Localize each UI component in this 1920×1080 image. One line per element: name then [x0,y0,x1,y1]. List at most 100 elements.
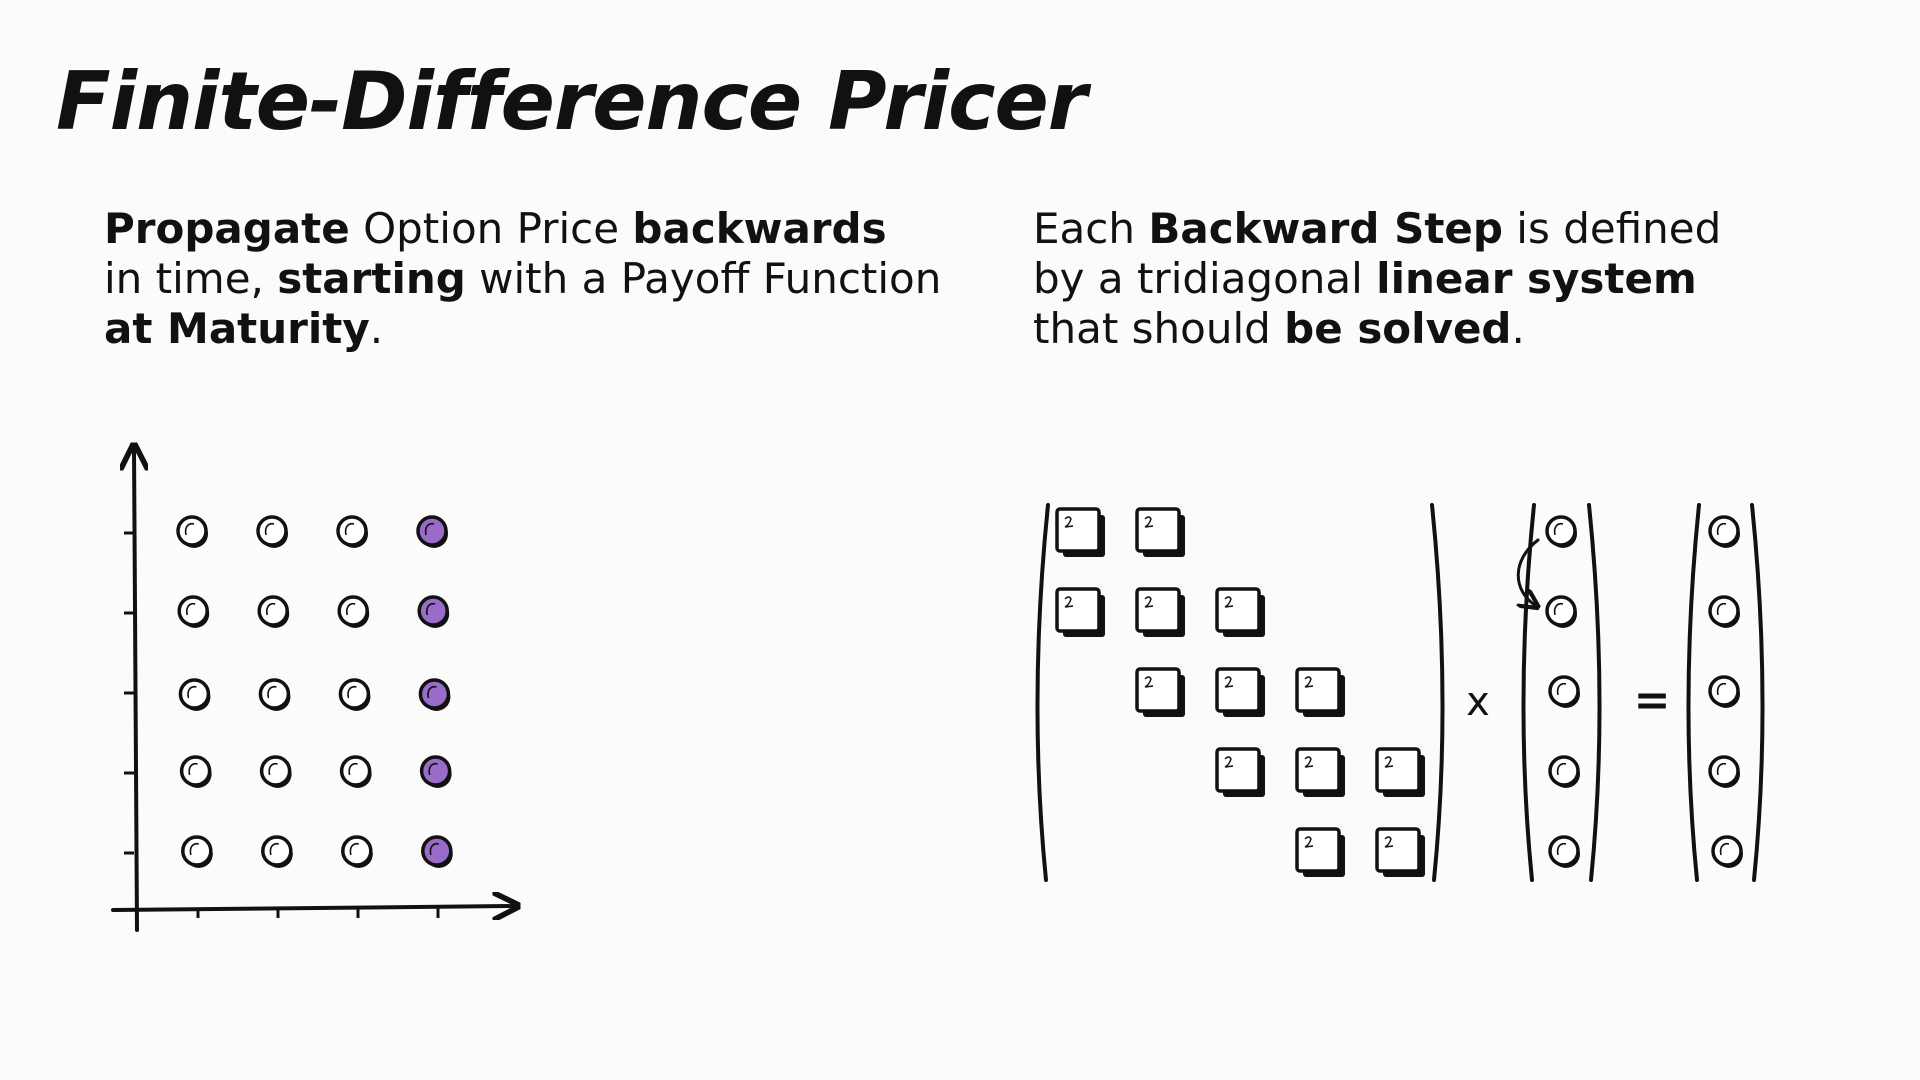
right-text-line: Each Backward Step is defined [1033,204,1721,254]
node-highlight [1718,604,1726,615]
substitution-arrow [1518,540,1538,606]
node-circle [178,517,206,545]
grid-node [183,837,213,868]
node-shadow [1549,520,1577,548]
node-shadow [421,600,449,628]
node-circle [423,837,451,865]
body-text: Each [1033,204,1148,253]
emphasis-text: Propagate [104,204,350,253]
cell-shadow [1383,755,1425,797]
node-shadow [344,760,372,788]
body-text: in time, [104,254,277,303]
body-text: . [370,304,383,353]
emphasis-text: at Maturity [104,304,370,353]
node-shadow [1552,680,1580,708]
node-shadow [341,600,369,628]
grid-axes [113,448,515,930]
cell-shadow [1303,675,1345,717]
left-text-line: in time, starting with a Payoff Function [104,254,941,304]
body-text: with a Payoff Function [466,254,942,303]
node-highlight [190,844,198,855]
cell-shadow [1223,755,1265,797]
node-circle [262,757,290,785]
grid-node [179,597,209,628]
node-highlight [1558,684,1566,695]
node-highlight [1555,604,1563,615]
node-circle [339,597,367,625]
node-shadow [340,520,368,548]
cell-box [1297,829,1339,871]
node-highlight [1721,844,1729,855]
grid-node [339,597,369,628]
node-shadow [265,840,293,868]
cell-mark [1225,597,1233,607]
node-shadow [1712,520,1740,548]
cell-mark [1145,677,1153,687]
node-shadow [345,840,373,868]
grid-node [262,757,292,788]
node-highlight [349,764,357,775]
node-circle [260,680,288,708]
node-shadow [1552,840,1580,868]
node-shadow [180,520,208,548]
cell-mark [1065,597,1073,607]
node-circle [182,757,210,785]
node-circle [263,837,291,865]
node-highlight [1718,684,1726,695]
node-shadow [184,760,212,788]
matrix-left-bracket [1037,505,1048,880]
emphasis-text: starting [277,254,466,303]
rhs-left-bracket [1688,505,1699,880]
cell-box [1057,509,1099,551]
unknown-node [1547,597,1577,628]
payoff-node [419,597,449,628]
node-shadow [342,683,370,711]
node-circle [1710,517,1738,545]
grid-node [259,597,289,628]
matrix-cell [1297,669,1345,717]
node-shadow [260,520,288,548]
node-highlight [348,687,356,698]
node-circle [179,597,207,625]
cell-box [1057,589,1099,631]
x-axis [113,906,515,910]
cell-shadow [1063,515,1105,557]
node-highlight [1558,764,1566,775]
unknown-node [1547,517,1577,548]
node-circle [1547,517,1575,545]
cell-shadow [1143,515,1185,557]
cell-box [1137,589,1179,631]
cell-box [1297,749,1339,791]
cell-box [1377,829,1419,871]
grid-nodes [178,517,453,868]
cell-box [1217,589,1259,631]
left-text-line: at Maturity. [104,304,941,354]
rhs-node [1710,757,1740,788]
node-highlight [429,764,437,775]
matrix-cell [1137,669,1185,717]
node-circle [1710,757,1738,785]
node-highlight [347,604,355,615]
node-circle [422,757,450,785]
cell-mark [1065,517,1073,527]
left-text-line: Propagate Option Price backwards [104,204,941,254]
payoff-node [418,517,448,548]
node-shadow [182,683,210,711]
cell-shadow [1383,835,1425,877]
grid-node [338,517,368,548]
node-highlight [268,687,276,698]
node-shadow [422,683,450,711]
cell-box [1217,669,1259,711]
node-highlight [269,764,277,775]
emphasis-text: be solved [1284,304,1511,353]
node-circle [258,517,286,545]
cell-mark [1385,837,1393,847]
multiply-symbol: x [1466,679,1490,725]
cell-mark [1385,757,1393,767]
grid-node [182,757,212,788]
cell-mark [1145,597,1153,607]
right-text-line: by a tridiagonal linear system [1033,254,1721,304]
body-text: by a tridiagonal [1033,254,1376,303]
right-description: Each Backward Step is defined by a tridia… [1033,204,1721,354]
node-circle [340,680,368,708]
